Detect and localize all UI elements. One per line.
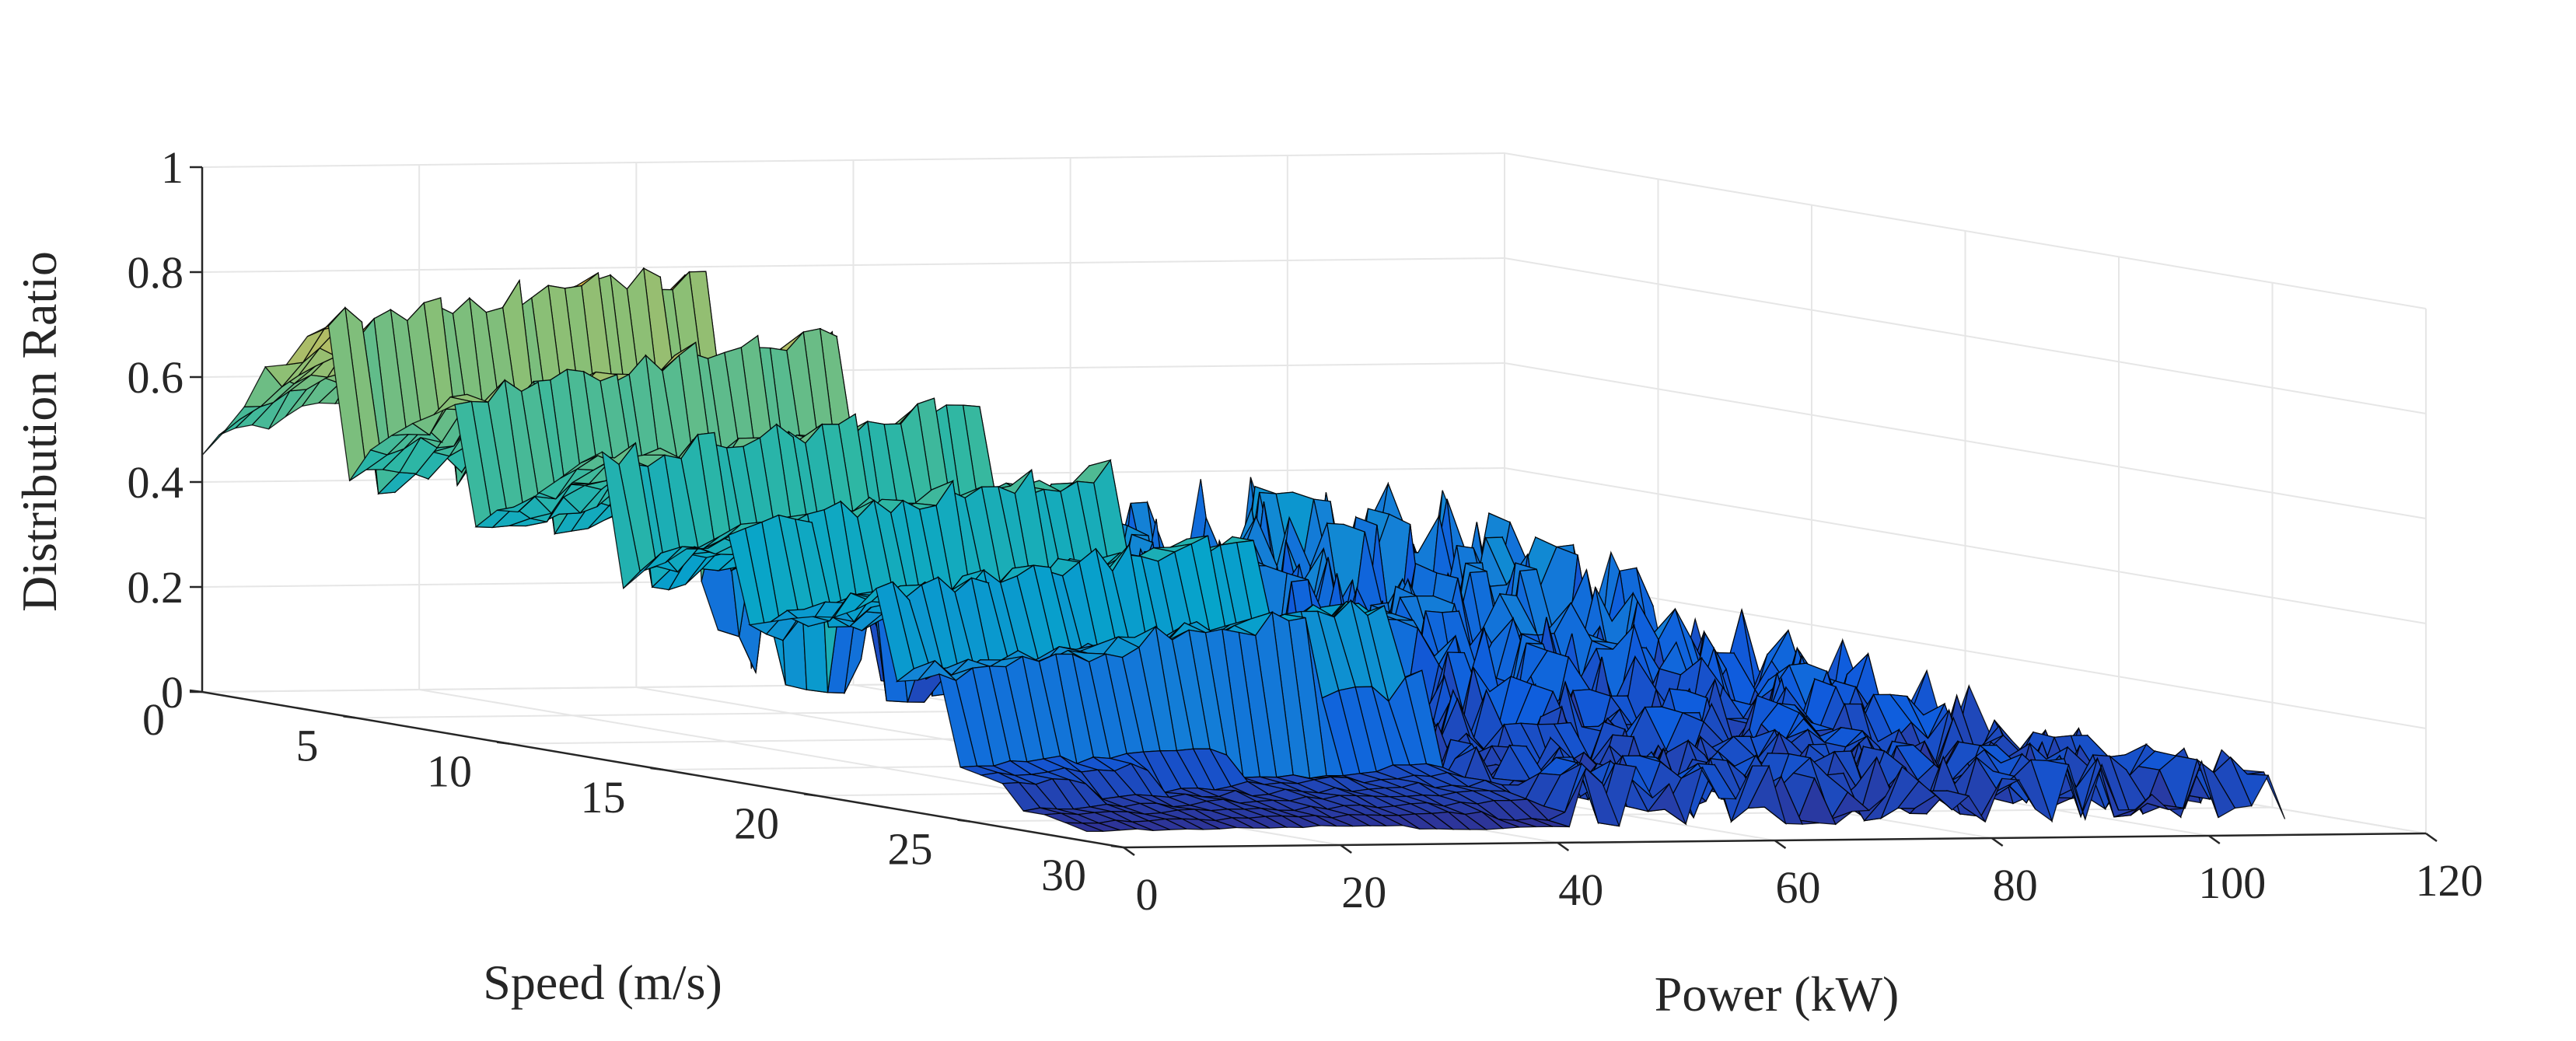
- grid-line-z-side: [1504, 572, 2427, 729]
- y-tick-mark: [650, 767, 663, 771]
- grid-line-z-side: [1504, 152, 2427, 309]
- z-tick-label: 0.6: [128, 352, 184, 403]
- y-axis-label: Speed (m/s): [483, 955, 722, 1010]
- grid-line-z-side: [1504, 257, 2427, 414]
- y-tick-mark: [496, 741, 510, 745]
- x-tick-label: 20: [1341, 867, 1386, 917]
- x-tick-label: 40: [1558, 865, 1603, 915]
- x-tick-mark: [2208, 834, 2221, 845]
- y-tick-label: 5: [296, 720, 319, 770]
- x-tick-mark: [1774, 839, 1787, 850]
- x-tick-label: 120: [2416, 855, 2483, 906]
- y-tick-mark: [957, 819, 970, 823]
- tick-labels: 0 20 40 60 80 100 120 0 5 10 15 20 25 30 0 0.2 0.4 0.6 0.8…: [128, 142, 2483, 920]
- x-axis-label: Power (kW): [1655, 966, 1900, 1022]
- y-tick-label: 15: [581, 772, 626, 823]
- y-tick-mark: [343, 715, 356, 719]
- grid-line-z-back: [201, 257, 1505, 273]
- z-tick-label: 1: [161, 142, 184, 193]
- z-tick-label: 0: [161, 667, 184, 718]
- y-tick-mark: [1110, 844, 1124, 849]
- z-axis-label: Distribution Ratio: [12, 251, 67, 612]
- x-tick-mark: [1557, 841, 1570, 852]
- z-tick-label: 0.4: [128, 457, 184, 508]
- z-tick-label: 0.8: [128, 247, 184, 298]
- x-tick-mark: [1340, 844, 1352, 854]
- x-tick-mark: [1991, 837, 2004, 847]
- surface-mesh: [201, 267, 2286, 833]
- y-tick-label: 10: [427, 746, 472, 797]
- y-tick-label: 20: [734, 798, 779, 848]
- y-tick-label: 30: [1041, 850, 1086, 900]
- x-tick-mark: [2425, 832, 2438, 843]
- x-tick-label: 100: [2198, 858, 2266, 908]
- grid-line-z-back: [201, 152, 1505, 168]
- x-tick-mark: [1123, 846, 1135, 857]
- y-tick-label: 0: [142, 694, 165, 745]
- grid-line-z-side: [1504, 362, 2427, 519]
- y-tick-mark: [803, 793, 817, 797]
- grid-line-z-side: [1504, 467, 2427, 624]
- x-tick-label: 60: [1776, 862, 1821, 913]
- x-tick-label: 80: [1993, 860, 2038, 910]
- y-tick-label: 25: [888, 824, 933, 875]
- x-tick-label: 0: [1136, 869, 1159, 920]
- surface-cell: [1065, 822, 1104, 833]
- z-tick-label: 0.2: [128, 562, 184, 613]
